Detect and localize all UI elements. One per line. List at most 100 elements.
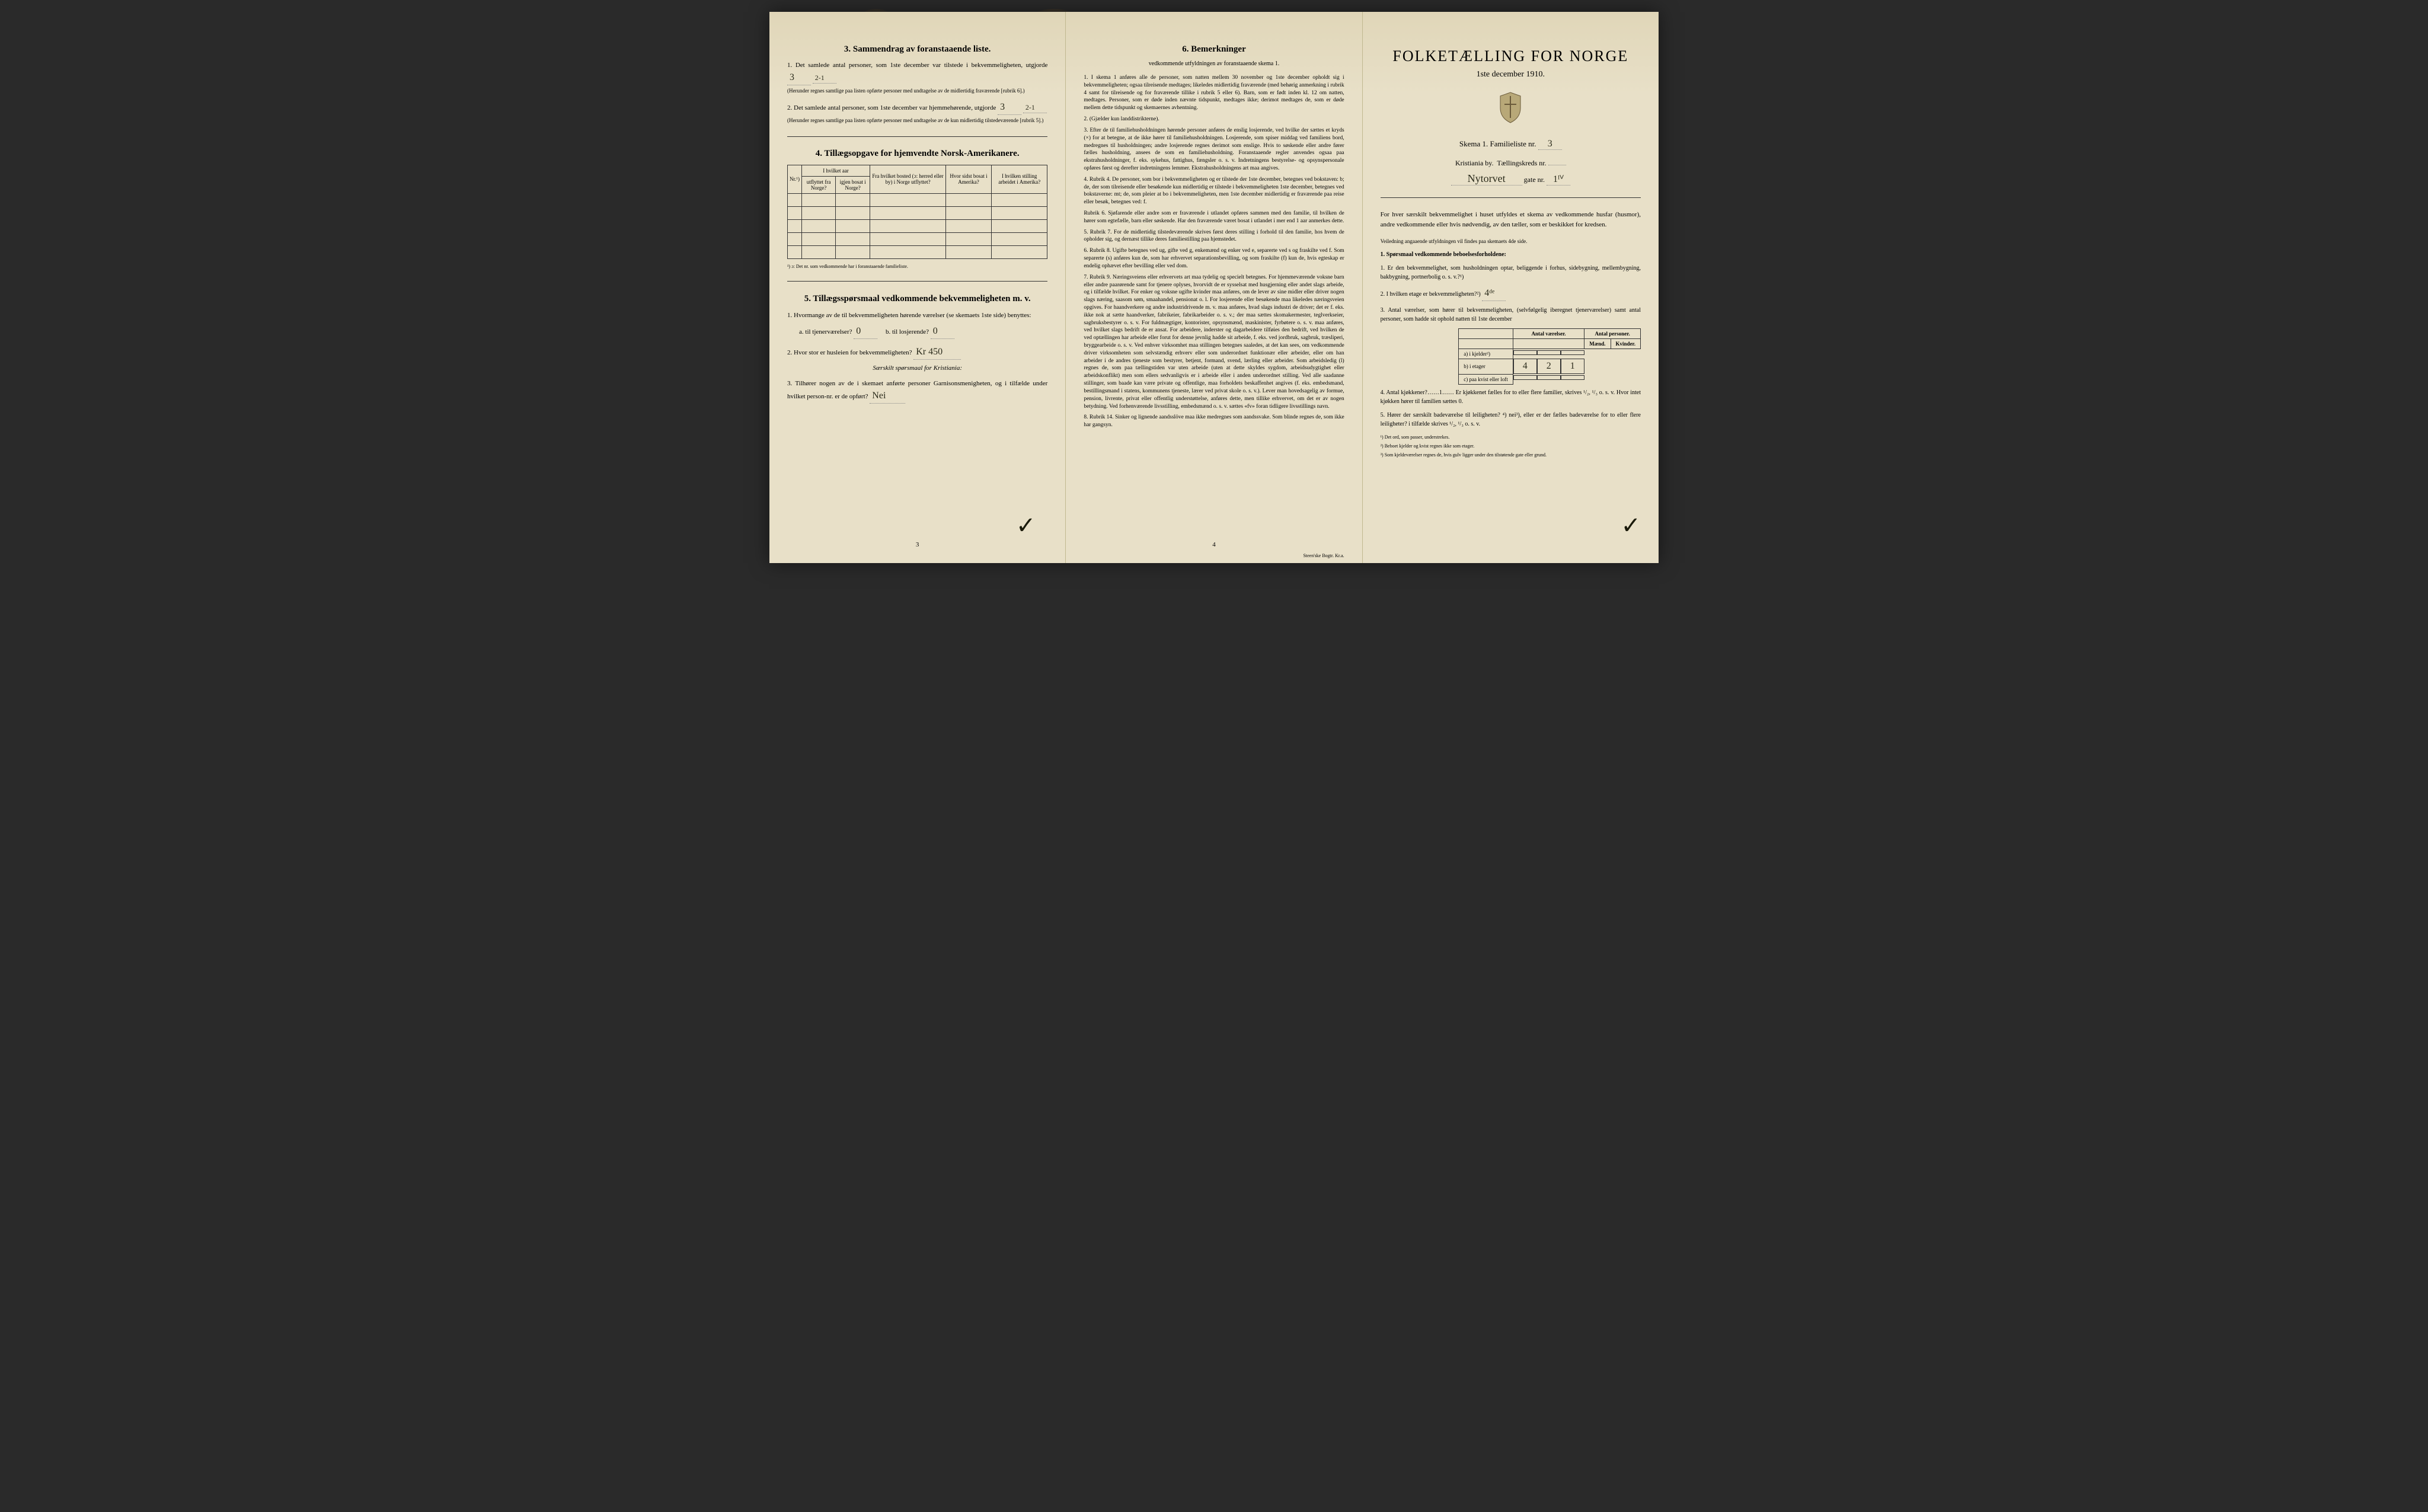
table-row: [788, 245, 1047, 258]
table-subheader: Mænd.: [1584, 338, 1611, 349]
bemerkning-item: 3. Efter de til familiehusholdningen hør…: [1084, 127, 1344, 172]
handwritten-detail: 2-1: [813, 72, 836, 84]
bemerkning-item: Rubrik 6. Sjøfarende eller andre som er …: [1084, 210, 1344, 225]
section-4-title: 4. Tillægsopgave for hjemvendte Norsk-Am…: [787, 149, 1047, 159]
publisher-note: Steen'ske Bogtr. Kr.a.: [1303, 553, 1344, 558]
item-note: (Herunder regnes samtlige paa listen opf…: [787, 88, 1047, 95]
table-header: Nr.¹): [788, 165, 802, 193]
skema-label: Skema 1. Familieliste nr.: [1459, 139, 1536, 148]
sub-label: b. til losjerende?: [886, 328, 929, 335]
street-num: 1ᴵⱽ: [1547, 173, 1570, 186]
checkmark-icon: ✓: [1016, 512, 1036, 539]
cell: [1561, 350, 1584, 355]
section-3-item-2: 2. Det samlede antal personer, som 1ste …: [787, 100, 1047, 124]
footnote: ¹) Det ord, som passer, understrekes.: [1381, 434, 1641, 440]
table-row: b) i etager 4 2 1: [1459, 359, 1641, 374]
table-row: c) paa kvist eller loft: [1459, 374, 1641, 384]
cell: [1561, 375, 1584, 380]
main-date: 1ste december 1910.: [1381, 70, 1641, 79]
q-value: 4ᵈᵉ: [1482, 286, 1506, 301]
table-header: I hvilken stilling arbeidet i Amerika?: [992, 165, 1047, 193]
row-label: a) i kjelder²): [1459, 349, 1513, 359]
census-document: 3. Sammendrag av foranstaaende liste. 1.…: [769, 12, 1659, 563]
sub-note: Særskilt spørsmaal for Kristiania:: [787, 363, 1047, 373]
footnote: ²) Beboet kjelder og kvist regnes ikke s…: [1381, 443, 1641, 449]
handwritten-value: 0: [854, 324, 877, 339]
q-text: Hører der særskilt badeværelse til leili…: [1381, 412, 1641, 427]
question-1: 1. Er den bekvemmelighet, som husholdnin…: [1381, 264, 1641, 282]
table-header: [1459, 328, 1513, 338]
amerikanere-table: Nr.¹) I hvilket aar Fra hvilket bosted (…: [787, 165, 1047, 259]
section-6-subtitle: vedkommende utfyldningen av foranstaaend…: [1084, 60, 1344, 67]
cell: [1537, 375, 1561, 380]
bemerkning-item: 4. Rubrik 4. De personer, som bor i bekv…: [1084, 176, 1344, 206]
table-header: Antal personer.: [1584, 328, 1641, 338]
table-subheader: igjen bosat i Norge?: [836, 176, 870, 193]
q-text: I hvilken etage er bekvemmeligheten?²): [1386, 291, 1481, 298]
table-row: [788, 219, 1047, 232]
table-header: I hvilket aar: [801, 165, 870, 176]
cell: [1513, 350, 1537, 355]
sub-label: a. til tjenerværelser?: [799, 328, 852, 335]
street-label: gate nr.: [1524, 175, 1545, 184]
table-header: Hvor sidst bosat i Amerika?: [945, 165, 991, 193]
bemerkning-item: 6. Rubrik 8. Ugifte betegnes ved ug, gif…: [1084, 247, 1344, 270]
question-3: 3. Antal værelser, som hører til bekvemm…: [1381, 306, 1641, 324]
panel-right: FOLKETÆLLING FOR NORGE 1ste december 191…: [1363, 12, 1659, 563]
page-number: 4: [1066, 541, 1362, 548]
section-5-item-2: 2. Hvor stor er husleien for bekvemmelig…: [787, 345, 1047, 373]
item-note: (Herunder regnes samtlige paa listen opf…: [787, 117, 1047, 124]
cell: 1: [1561, 359, 1584, 374]
table-row: [788, 193, 1047, 206]
location-district-label: Tællingskreds nr.: [1497, 159, 1546, 167]
skema-value: 3: [1538, 139, 1562, 150]
bemerkning-item: 7. Rubrik 9. Næringsveiens eller erhverv…: [1084, 274, 1344, 411]
street-line: Nytorvet gate nr. 1ᴵⱽ: [1381, 172, 1641, 186]
checkmark-icon: ✓: [1621, 512, 1641, 539]
question-2: 2. I hvilken etage er bekvemmeligheten?²…: [1381, 286, 1641, 301]
section-5-title: 5. Tillægsspørsmaal vedkommende bekvemme…: [787, 293, 1047, 305]
cell: 4: [1513, 359, 1537, 374]
handwritten-value: 3: [998, 100, 1021, 115]
table-subheader: utflyttet fra Norge?: [801, 176, 835, 193]
main-title: FOLKETÆLLING FOR NORGE: [1381, 47, 1641, 65]
item-text: Det samlede antal personer, som 1ste dec…: [794, 104, 996, 111]
cell: [1513, 375, 1537, 380]
section-1-title: 1. Spørsmaal vedkommende beboelsesforhol…: [1381, 250, 1641, 259]
table-subheader: Kvinder.: [1611, 338, 1640, 349]
crest-icon: [1381, 91, 1641, 130]
table-row: [788, 232, 1047, 245]
table-header: Fra hvilket bosted (ɔ: herred eller by) …: [870, 165, 946, 193]
handwritten-detail: 2-1: [1023, 102, 1047, 113]
handwritten-value: Kr 450: [913, 345, 961, 360]
row-label: b) i etager: [1459, 359, 1513, 374]
table-row: [788, 206, 1047, 219]
divider: [1381, 197, 1641, 198]
handwritten-value: Nei: [870, 389, 905, 404]
q-text: Antal værelser, som hører til bekvemmeli…: [1381, 307, 1641, 322]
item-text: Tilhører nogen av de i skemaet anførte p…: [787, 380, 1047, 400]
handwritten-value: 0: [931, 324, 954, 339]
page-number: 3: [769, 541, 1065, 548]
intro-note: Veiledning angaaende utfyldningen vil fi…: [1381, 238, 1641, 245]
cell: 2: [1537, 359, 1561, 374]
item-text: Hvormange av de til bekvemmeligheten hør…: [794, 312, 1031, 319]
street-value: Nytorvet: [1451, 172, 1522, 186]
divider: [787, 281, 1047, 282]
location-city: Kristiania by.: [1455, 159, 1494, 167]
table-footnote: ¹) ɔ: Det nr. som vedkommende har i fora…: [787, 264, 1047, 269]
panel-left: 3. Sammendrag av foranstaaende liste. 1.…: [769, 12, 1066, 563]
bemerkning-item: 8. Rubrik 14. Sinker og lignende aandssl…: [1084, 414, 1344, 429]
divider: [787, 136, 1047, 137]
row-label: c) paa kvist eller loft: [1459, 374, 1513, 384]
intro-paragraph: For hver særskilt bekvemmelighet i huset…: [1381, 210, 1641, 229]
item-text: Det samlede antal personer, som 1ste dec…: [796, 62, 1048, 69]
handwritten-value: 3: [787, 71, 811, 85]
table-row: a) i kjelder²): [1459, 349, 1641, 359]
section-6-title: 6. Bemerkninger: [1084, 44, 1344, 55]
item-text: Hvor stor er husleien for bekvemmelighet…: [794, 349, 912, 356]
location-line: Kristiania by. Tællingskreds nr.: [1381, 159, 1641, 168]
section-3-title: 3. Sammendrag av foranstaaende liste.: [787, 44, 1047, 55]
bemerkning-item: 2. (Gjælder kun landdistrikterne).: [1084, 116, 1344, 123]
bemerkning-item: 5. Rubrik 7. For de midlertidig tilstede…: [1084, 229, 1344, 244]
